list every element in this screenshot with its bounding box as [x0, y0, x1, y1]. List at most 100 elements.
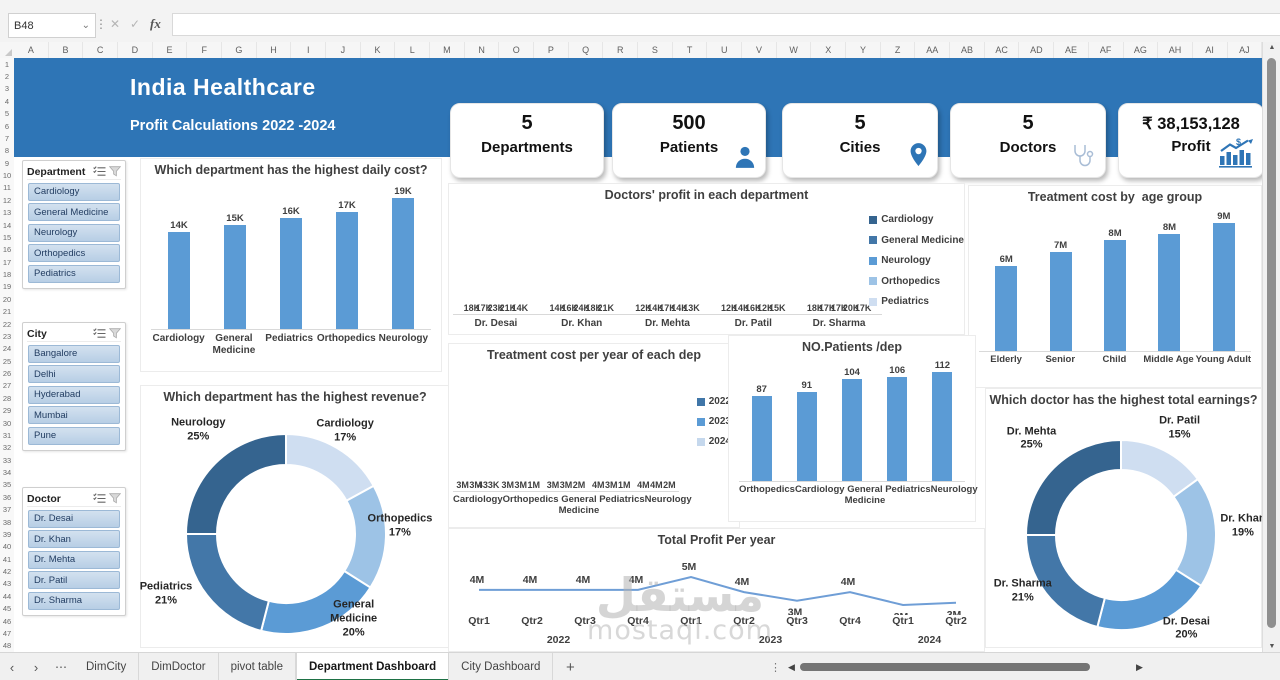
column-header-Q[interactable]: Q: [569, 42, 604, 58]
row-header-30[interactable]: 30: [2, 418, 12, 428]
row-header-2[interactable]: 2: [4, 72, 10, 82]
hscroll-right-icon[interactable]: ▶: [1136, 661, 1143, 672]
row-header-20[interactable]: 20: [2, 294, 12, 304]
chart-doctors-profit[interactable]: Doctors' profit in each department 18K 17K…: [448, 183, 965, 335]
slicer-item-bangalore[interactable]: Bangalore: [28, 344, 120, 363]
bar-general-medicine[interactable]: [842, 379, 862, 481]
kpi-card-departments[interactable]: 5 Departments: [450, 103, 604, 178]
multi-select-icon[interactable]: [93, 166, 106, 177]
row-header-7[interactable]: 7: [4, 133, 10, 143]
bar-elderly[interactable]: [995, 265, 1018, 351]
row-header-11[interactable]: 11: [3, 183, 11, 193]
column-header-Z[interactable]: Z: [881, 42, 916, 58]
column-header-AF[interactable]: AF: [1089, 42, 1124, 58]
slicer-item-dr-desai[interactable]: Dr. Desai: [28, 509, 120, 528]
cancel-icon[interactable]: ✕: [110, 17, 121, 31]
row-header-41[interactable]: 41: [2, 554, 12, 564]
sheet-tab-dimdoctor[interactable]: DimDoctor: [139, 653, 219, 680]
chart-daily-cost[interactable]: Which department has the highest daily c…: [140, 158, 442, 372]
profit-line[interactable]: [479, 575, 957, 607]
bar-pediatrics[interactable]: [887, 377, 908, 481]
hscroll-left-icon[interactable]: ◀: [788, 661, 795, 672]
kpi-card-patients[interactable]: 500 Patients: [612, 103, 766, 178]
formula-bar[interactable]: [172, 13, 1280, 36]
slicer-item-cardiology[interactable]: Cardiology: [28, 182, 120, 201]
slicer-item-pune[interactable]: Pune: [28, 426, 120, 445]
bar-cardiology[interactable]: [796, 392, 817, 481]
column-header-J[interactable]: J: [326, 42, 361, 58]
row-header-29[interactable]: 29: [2, 406, 12, 416]
column-header-R[interactable]: R: [603, 42, 639, 58]
sheet-tab-city-dashboard[interactable]: City Dashboard: [449, 653, 554, 680]
kpi-card-profit[interactable]: ₹ 38,153,128 Profit $: [1118, 103, 1264, 178]
sheet-tab-department-dashboard[interactable]: Department Dashboard: [296, 653, 450, 680]
column-header-K[interactable]: K: [361, 42, 396, 58]
tabs-more-icon[interactable]: ⋯: [55, 660, 67, 674]
slicer-item-dr-khan[interactable]: Dr. Khan: [28, 530, 120, 548]
slicer-item-mumbai[interactable]: Mumbai: [28, 406, 120, 424]
column-header-U[interactable]: U: [707, 42, 743, 58]
multi-select-icon[interactable]: [93, 328, 106, 339]
slice-neurology[interactable]: [184, 432, 287, 535]
clear-filter-icon[interactable]: [109, 166, 121, 177]
slicer-item-dr-sharma[interactable]: Dr. Sharma: [28, 591, 120, 610]
column-header-E[interactable]: E: [153, 42, 188, 58]
column-header-F[interactable]: F: [187, 42, 223, 58]
row-header-48[interactable]: 48: [2, 641, 12, 651]
line-plot[interactable]: 4M 4M 4M 4M 5M 4M 3M 4M 3M 3M: [449, 553, 986, 615]
chart-cost-per-year[interactable]: Treatment cost per year of each dep 3M 3M 4…: [448, 343, 740, 528]
column-header-AA[interactable]: AA: [915, 42, 951, 58]
kpi-card-doctors[interactable]: 5 Doctors: [950, 103, 1106, 178]
row-header-14[interactable]: 14: [2, 220, 12, 230]
row-header-32[interactable]: 32: [2, 443, 12, 453]
legend-item-2022[interactable]: 2022: [696, 396, 731, 407]
confirm-icon[interactable]: ✓: [130, 17, 141, 31]
row-header-13[interactable]: 13: [2, 208, 12, 218]
row-header-23[interactable]: 23: [2, 331, 12, 341]
bar-neurology[interactable]: [932, 371, 953, 481]
row-header-26[interactable]: 26: [2, 369, 12, 379]
row-header-33[interactable]: 33: [2, 455, 12, 465]
row-header-22[interactable]: 22: [2, 319, 12, 329]
bar-orthopedics[interactable]: [336, 211, 358, 329]
sheet-tab-dimcity[interactable]: DimCity: [74, 653, 140, 680]
column-header-AH[interactable]: AH: [1158, 42, 1193, 58]
bar-middle-age[interactable]: [1158, 234, 1181, 351]
column-header-N[interactable]: N: [465, 42, 500, 58]
slicer-item-neurology[interactable]: Neurology: [28, 223, 120, 242]
clear-filter-icon[interactable]: [109, 493, 121, 504]
column-header-H[interactable]: H: [257, 42, 292, 58]
column-header-AG[interactable]: AG: [1124, 42, 1159, 58]
scroll-up-icon[interactable]: ▲: [1268, 44, 1276, 51]
tabs-prev-icon[interactable]: ‹: [9, 659, 15, 675]
slicer-item-orthopedics[interactable]: Orthopedics: [28, 244, 120, 262]
column-header-C[interactable]: C: [83, 42, 119, 58]
row-header-5[interactable]: 5: [4, 109, 10, 119]
chart-patients-per-dep[interactable]: NO.Patients /dep 87 91 104 106 112 Orthopedics…: [728, 335, 978, 522]
column-header-X[interactable]: X: [811, 42, 847, 58]
column-header-L[interactable]: L: [395, 42, 431, 58]
chart-age-group-cost[interactable]: Treatment cost by age group 6M 7M 8M 8M 9M Eld…: [968, 185, 1262, 388]
column-header-A[interactable]: A: [14, 42, 49, 58]
legend-item-2024[interactable]: 2024: [696, 436, 731, 447]
legend-item-cardiology[interactable]: Cardiology: [869, 214, 964, 225]
vertical-scroll-thumb[interactable]: [1267, 58, 1276, 628]
column-header-S[interactable]: S: [638, 42, 673, 58]
kpi-card-cities[interactable]: 5 Cities: [782, 103, 938, 178]
column-header-AB[interactable]: AB: [950, 42, 985, 58]
row-header-46[interactable]: 46: [2, 616, 12, 626]
column-header-P[interactable]: P: [534, 42, 569, 58]
row-header-1[interactable]: 1: [4, 59, 10, 69]
row-header-9[interactable]: 9: [4, 158, 10, 168]
bar-senior[interactable]: [1049, 251, 1072, 351]
row-header-12[interactable]: 12: [2, 195, 12, 205]
legend-item-general-medicine[interactable]: General Medicine: [869, 235, 964, 246]
chart-total-profit-per-year[interactable]: Total Profit Per year 4M 4M 4M 4M 5M 4M 3M 4M 3M 3…: [448, 528, 985, 652]
kebab-menu-icon[interactable]: ⋮: [95, 17, 107, 31]
sheet-tab-pivot-table[interactable]: pivot table: [219, 653, 296, 680]
column-header-B[interactable]: B: [49, 42, 84, 58]
chart-dept-revenue[interactable]: Which department has the highest revenue…: [140, 385, 450, 648]
bar-neurology[interactable]: [392, 197, 414, 329]
column-header-O[interactable]: O: [499, 42, 535, 58]
name-box[interactable]: B48 ⌄: [8, 13, 96, 38]
